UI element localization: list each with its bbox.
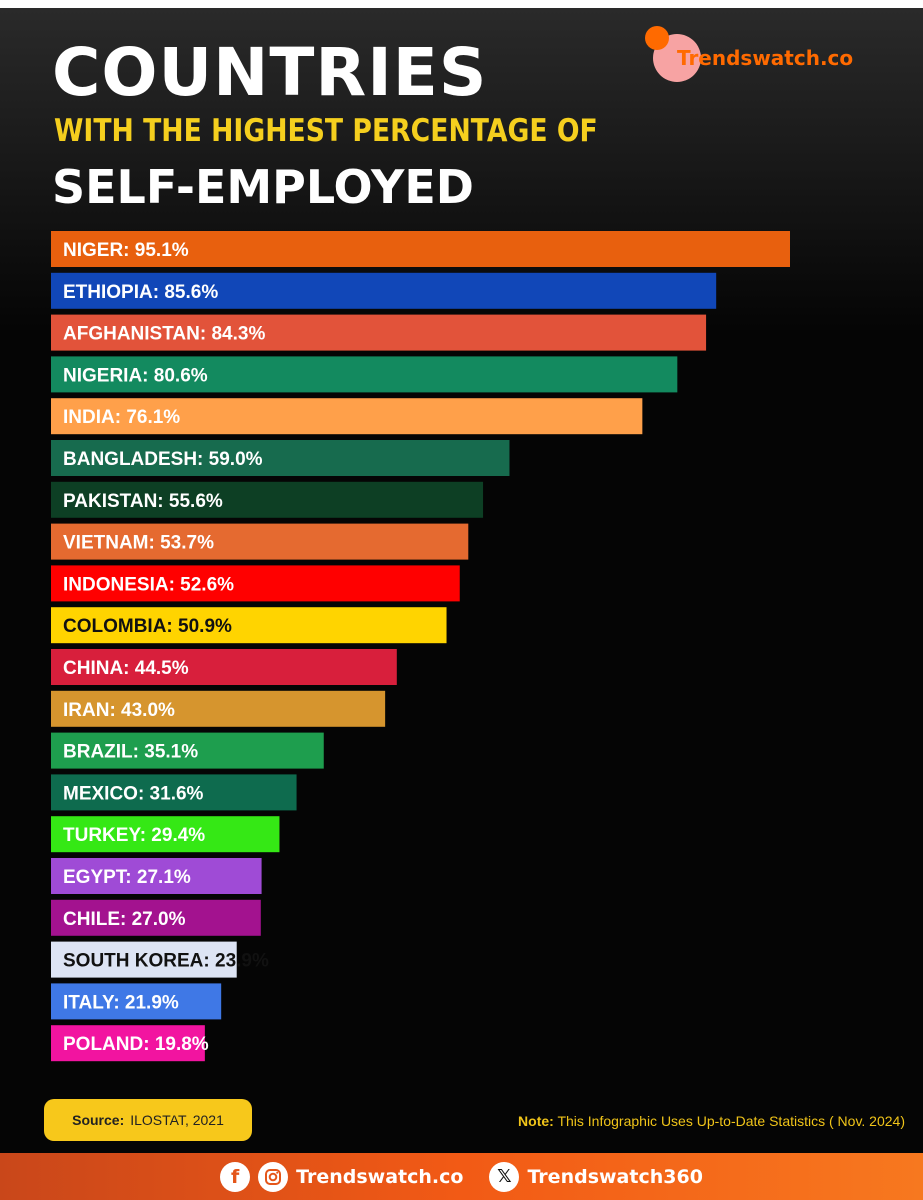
- bar-indonesia: [51, 565, 460, 602]
- bar-nigeria: [51, 356, 678, 393]
- bar-ethiopia: [51, 272, 717, 309]
- note-text: Note: This Infographic Uses Up-to-Date S…: [518, 1113, 905, 1129]
- source-value: ILOSTAT, 2021: [130, 1112, 224, 1128]
- bar-label-egypt: EGYPT: 27.1%: [63, 867, 191, 888]
- brand-logo: Trendswatch.co: [645, 26, 895, 90]
- bar-label-bangladesh: BANGLADESH: 59.0%: [63, 449, 263, 470]
- instagram-icon[interactable]: [258, 1161, 289, 1192]
- bar-label-niger: NIGER: 95.1%: [63, 240, 189, 261]
- bar-vietnam: [51, 523, 469, 560]
- note-body: This Infographic Uses Up-to-Date Statist…: [557, 1113, 905, 1129]
- bar-label-vietnam: VIETNAM: 53.7%: [63, 533, 214, 554]
- bar-label-nigeria: NIGERIA: 80.6%: [63, 365, 208, 386]
- bar-label-poland: POLAND: 19.8%: [63, 1034, 209, 1055]
- brand-name: Trendswatch.co: [677, 46, 854, 70]
- bar-brazil: [51, 732, 324, 769]
- top-border: [0, 0, 923, 8]
- bar-colombia: [51, 607, 447, 644]
- page-title-line2: SELF-EMPLOYED: [52, 160, 474, 214]
- bar-label-afghanistan: AFGHANISTAN: 84.3%: [63, 324, 265, 345]
- bar-label-india: INDIA: 76.1%: [63, 407, 180, 428]
- bar-label-iran: IRAN: 43.0%: [63, 700, 175, 721]
- x-icon[interactable]: 𝕏: [489, 1161, 520, 1192]
- footer-bar: f Trendswatch.co 𝕏 Trendswatch360: [0, 1153, 923, 1200]
- page-subtitle: WITH THE HIGHEST PERCENTAGE OF: [54, 113, 598, 149]
- logo-dot-icon: [645, 26, 669, 50]
- bar-afghanistan: [51, 314, 707, 351]
- bar-pakistan: [51, 481, 484, 518]
- bar-egypt: [51, 858, 262, 894]
- bar-label-indonesia: INDONESIA: 52.6%: [63, 574, 234, 595]
- bar-label-colombia: COLOMBIA: 50.9%: [63, 616, 232, 637]
- bar-bangladesh: [51, 440, 510, 476]
- bar-south-korea: [51, 941, 237, 978]
- bar-chile: [51, 899, 261, 936]
- bar-label-china: CHINA: 44.5%: [63, 658, 189, 679]
- bar-label-brazil: BRAZIL: 35.1%: [63, 742, 198, 763]
- facebook-icon[interactable]: f: [220, 1161, 251, 1192]
- bar-turkey: [51, 816, 280, 853]
- bar-iran: [51, 690, 386, 727]
- footer-x-handle[interactable]: Trendswatch360: [527, 1165, 703, 1188]
- bar-label-mexico: MEXICO: 31.6%: [63, 783, 204, 804]
- social-x[interactable]: 𝕏 Trendswatch360: [489, 1161, 703, 1192]
- bar-label-italy: ITALY: 21.9%: [63, 992, 179, 1013]
- bar-india: [51, 398, 643, 435]
- page-title: COUNTRIES: [52, 34, 488, 111]
- footer-site-label[interactable]: Trendswatch.co: [296, 1165, 464, 1188]
- source-badge: Source: ILOSTAT, 2021: [44, 1099, 252, 1141]
- note-label: Note:: [518, 1113, 554, 1129]
- bar-mexico: [51, 774, 297, 811]
- bar-niger: [51, 231, 790, 267]
- bar-poland: [51, 1025, 205, 1062]
- bar-china: [51, 649, 397, 685]
- bar-label-turkey: TURKEY: 29.4%: [63, 825, 205, 846]
- bar-label-south-korea: SOUTH KOREA: 23.9%: [63, 951, 269, 972]
- bar-label-pakistan: PAKISTAN: 55.6%: [63, 491, 223, 512]
- bar-italy: [51, 983, 222, 1020]
- bar-label-chile: CHILE: 27.0%: [63, 909, 186, 930]
- social-site[interactable]: f Trendswatch.co: [220, 1161, 464, 1192]
- bar-label-ethiopia: ETHIOPIA: 85.6%: [63, 282, 218, 303]
- source-label: Source:: [72, 1112, 125, 1128]
